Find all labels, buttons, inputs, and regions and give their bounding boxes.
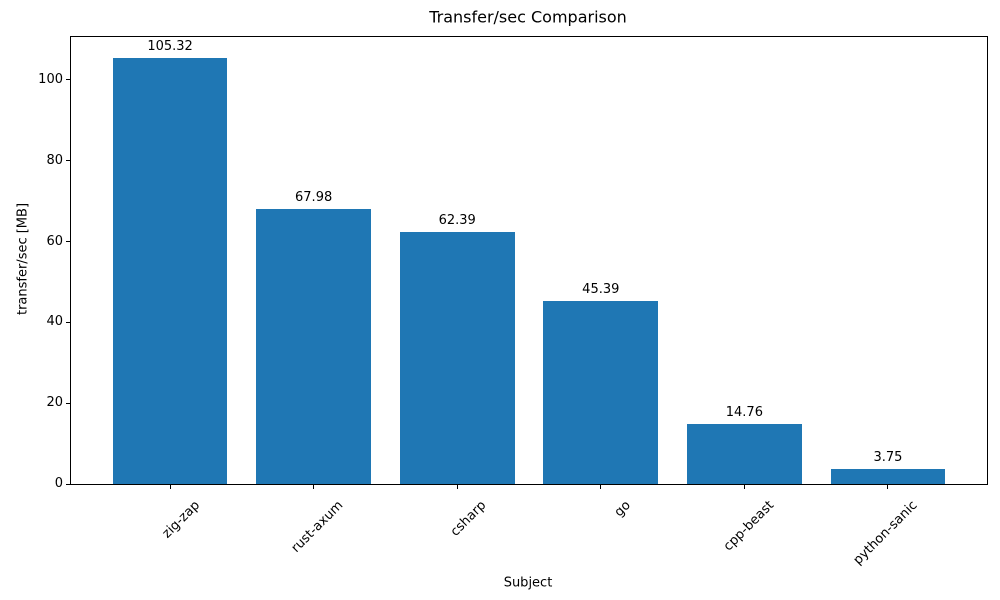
y-tick-label: 0 [54,476,63,491]
x-tick-mark [169,485,171,489]
x-tick-mark [743,485,745,489]
y-tick-label: 60 [46,233,63,249]
bar-value-label: 67.98 [295,190,333,206]
x-tick-mark [887,485,889,489]
plot-area: 0 20 40 60 80 100 105.32 zig-zap 67.98 rust-axum 6… [38,36,988,568]
y-tick-label: 100 [38,71,63,87]
x-tick-label: zig-zap [159,498,203,542]
bar [543,300,659,484]
y-axis-label: transfer/sec [MB] [15,202,31,316]
bar-value-label: 3.75 [873,449,903,465]
chart-title: Transfer/sec Comparison [429,7,627,27]
x-tick-mark [313,485,315,489]
y-tick-mark [66,402,70,404]
x-tick-mark [456,485,458,489]
y-tick-label: 40 [46,314,63,330]
bar [256,209,372,484]
x-tick-mark [600,485,602,489]
bar-value-label: 45.39 [582,281,620,297]
bar [112,58,228,484]
y-tick-label: 20 [46,395,63,411]
x-axis-label: Subject [503,575,553,591]
bar [830,468,946,484]
y-tick-mark [66,483,70,485]
x-tick-label: csharp [448,498,490,540]
y-tick-mark [66,160,70,162]
bar-value-label: 62.39 [438,212,476,228]
x-tick-label: python-sanic [850,498,921,568]
y-tick-mark [66,321,70,323]
x-tick-label: cpp-beast [720,498,777,555]
bar-value-label: 14.76 [725,405,763,421]
y-tick-label: 80 [46,152,63,168]
x-tick-label: rust-axum [288,498,347,556]
y-tick-mark [66,241,70,242]
y-tick-mark [66,79,70,81]
bar [399,231,515,484]
x-tick-label: go [611,498,634,521]
bar [686,424,802,484]
bar-value-label: 105.32 [147,39,193,55]
